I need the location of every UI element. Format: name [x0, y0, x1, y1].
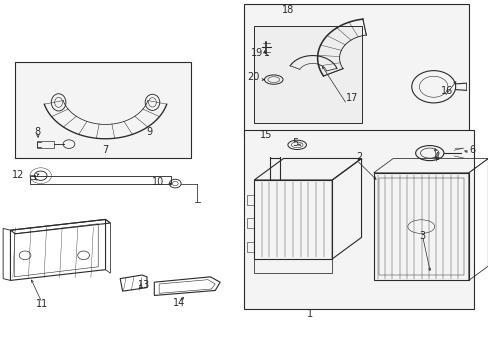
- Bar: [244, 4, 468, 137]
- Text: 3: 3: [419, 231, 425, 241]
- Text: 8: 8: [34, 127, 40, 137]
- Text: 5: 5: [292, 138, 298, 148]
- Bar: [15, 62, 190, 158]
- Bar: [246, 242, 254, 252]
- Text: 7: 7: [102, 145, 108, 155]
- Text: 11: 11: [36, 299, 48, 309]
- Text: 13: 13: [138, 280, 150, 289]
- Text: 2: 2: [355, 152, 362, 162]
- Bar: [246, 195, 254, 205]
- Bar: [37, 140, 54, 148]
- Text: 6: 6: [468, 145, 475, 155]
- Text: 14: 14: [172, 298, 184, 308]
- Text: 1: 1: [306, 309, 313, 319]
- Text: 9: 9: [146, 127, 152, 137]
- Bar: [244, 130, 473, 309]
- Text: 16: 16: [440, 86, 452, 96]
- Bar: [246, 219, 254, 228]
- Bar: [254, 26, 361, 123]
- Bar: [30, 176, 171, 184]
- Text: 20: 20: [247, 72, 260, 82]
- Bar: [378, 178, 463, 275]
- Text: 4: 4: [433, 152, 439, 162]
- Text: 18: 18: [282, 5, 294, 15]
- Bar: [373, 173, 468, 280]
- Text: 15: 15: [260, 130, 272, 140]
- Text: 17: 17: [345, 93, 357, 103]
- Text: 12: 12: [12, 170, 24, 180]
- Text: 19: 19: [250, 48, 263, 58]
- Text: 10: 10: [151, 177, 163, 187]
